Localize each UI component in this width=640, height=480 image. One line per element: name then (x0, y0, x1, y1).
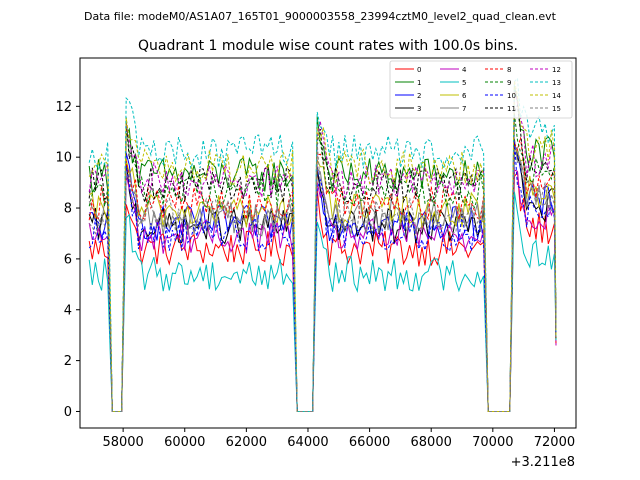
x-tick-label: 72000 (534, 435, 575, 450)
legend-label-4: 4 (462, 66, 467, 74)
series-3-line (88, 140, 557, 412)
x-tick-label: 60000 (164, 435, 205, 450)
series-10-line (88, 140, 557, 412)
legend-label-3: 3 (417, 105, 421, 113)
series-13-line (88, 76, 557, 412)
x-offset-label: +3.211e8 (511, 455, 575, 470)
series-layer (88, 76, 557, 412)
y-axis: 0 2 4 6 8 10 12 (55, 100, 80, 420)
legend-label-2: 2 (417, 92, 421, 100)
legend-label-9: 9 (507, 79, 511, 87)
y-tick-label: 10 (55, 151, 72, 166)
legend-label-14: 14 (552, 92, 561, 100)
legend-label-13: 13 (552, 79, 561, 87)
legend-label-6: 6 (462, 92, 467, 100)
y-tick-label: 12 (55, 100, 72, 115)
plot-frame (79, 57, 577, 429)
data-file-suptitle: Data file: modeM0/AS1A07_165T01_90000035… (84, 10, 557, 23)
series-9-line (88, 113, 557, 412)
legend-frame (389, 60, 573, 119)
series-7-line (88, 138, 557, 412)
legend-label-11: 11 (507, 105, 516, 113)
legend-label-10: 10 (507, 92, 516, 100)
chart-title: Quadrant 1 module wise count rates with … (138, 38, 518, 54)
legend-label-1: 1 (417, 79, 421, 87)
legend-label-5: 5 (462, 79, 466, 87)
legend-label-15: 15 (552, 105, 561, 113)
series-5-line (88, 191, 557, 412)
y-tick-label: 8 (64, 202, 72, 217)
y-tick-label: 6 (64, 252, 72, 267)
y-tick-label: 2 (64, 354, 72, 369)
y-tick-label: 0 (64, 405, 72, 420)
legend-label-12: 12 (552, 66, 561, 74)
series-11-line (88, 103, 557, 412)
legend-label-7: 7 (462, 105, 466, 113)
legend-label-0: 0 (417, 66, 421, 74)
series-12-line (88, 90, 557, 412)
x-axis: 58000 60000 62000 64000 66000 68000 70000 72000 (102, 428, 575, 450)
x-tick-label: 58000 (102, 435, 143, 450)
x-tick-label: 64000 (287, 435, 328, 450)
series-15-line (88, 142, 557, 412)
x-tick-label: 68000 (411, 435, 452, 450)
x-tick-label: 66000 (349, 435, 390, 450)
x-tick-label: 62000 (226, 435, 267, 450)
y-tick-label: 4 (64, 303, 72, 318)
legend-label-8: 8 (507, 66, 511, 74)
x-tick-label: 70000 (472, 435, 513, 450)
